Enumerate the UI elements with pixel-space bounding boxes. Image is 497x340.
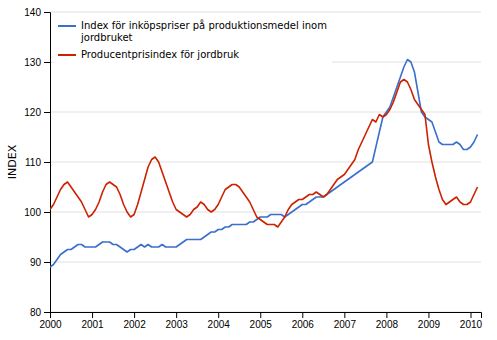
- x-axis-tick-label: 2007: [334, 319, 357, 330]
- y-axis-tick: 130: [24, 57, 50, 68]
- x-axis-tick: 2007: [334, 312, 357, 330]
- x-axis-tick-mark: [134, 312, 135, 318]
- series-line: [50, 80, 478, 228]
- series-line: [50, 60, 478, 268]
- x-axis-tick: 2010: [460, 312, 483, 330]
- x-axis-tick-mark: [176, 312, 177, 318]
- x-axis-tick-label: 2002: [123, 319, 146, 330]
- y-axis-tick: 80: [30, 307, 50, 318]
- x-axis-tick-mark: [344, 312, 345, 318]
- legend-swatch: [58, 54, 76, 56]
- x-axis-tick-mark: [92, 312, 93, 318]
- x-axis-tick-mark: [218, 312, 219, 318]
- x-axis-tick-label: 2000: [39, 319, 62, 330]
- legend-entry: Index för inköpspriser på produktionsmed…: [58, 19, 327, 43]
- y-axis-tick-label: 130: [24, 57, 41, 68]
- y-axis-tick-label: 120: [24, 107, 41, 118]
- y-axis-tick-mark: [44, 62, 50, 63]
- y-axis-tick-mark: [44, 262, 50, 263]
- plot-area: [50, 60, 478, 268]
- x-axis-tick: 2003: [166, 312, 189, 330]
- grid-line-y: [50, 262, 481, 263]
- x-axis-tick-label: 2010: [460, 319, 483, 330]
- legend-background: [54, 16, 332, 65]
- y-axis-tick-mark: [44, 112, 50, 113]
- x-axis-tick: 2009: [418, 312, 441, 330]
- y-axis-tick-mark: [44, 312, 50, 313]
- grid-line-y: [50, 212, 481, 213]
- legend-label: Producentprisindex för jordbruk: [81, 49, 239, 60]
- legend: Index för inköpspriser på produktionsmed…: [54, 16, 332, 65]
- x-axis-tick-label: 2009: [418, 319, 441, 330]
- legend-entry: Producentprisindex för jordbruk: [58, 49, 239, 60]
- x-axis-line: [51, 313, 482, 319]
- y-axis-tick-mark: [44, 12, 50, 13]
- x-axis-tick: 2002: [123, 312, 146, 330]
- y-axis-tick-label: 80: [30, 307, 42, 318]
- x-axis-tick: 2000: [39, 312, 62, 330]
- x-axis-tick: 2006: [292, 312, 315, 330]
- y-axis-tick-label: 110: [25, 157, 41, 168]
- x-axis-tick-label: 2001: [81, 319, 104, 330]
- x-axis-tick-mark: [386, 312, 387, 318]
- y-axis-title: INDEX: [6, 144, 19, 179]
- x-axis-tick: 2008: [376, 312, 399, 330]
- x-axis: 2000 2001 2002 2003 2004 2005 2006 2007 2008 2009…: [39, 312, 482, 330]
- grid-line-y: [50, 162, 481, 163]
- x-axis-tick: 2005: [250, 312, 273, 330]
- y-axis-tick: 140: [24, 7, 50, 18]
- legend-swatch: [58, 25, 76, 27]
- x-axis-tick: 2001: [81, 312, 104, 330]
- y-axis-tick: 90: [30, 257, 50, 268]
- y-axis-tick: 110: [25, 157, 50, 168]
- x-axis-tick-label: 2006: [292, 319, 315, 330]
- x-axis-tick-label: 2008: [376, 319, 399, 330]
- grid-line-y: [50, 12, 481, 13]
- grid: [50, 12, 481, 312]
- x-axis-tick-label: 2004: [208, 319, 231, 330]
- x-axis-tick-mark: [428, 312, 429, 318]
- y-axis-line: [44, 13, 51, 313]
- y-axis-tick-mark: [44, 162, 50, 163]
- chart: 2000 2001 2002 2003 2004 2005 2006 2007 2008 2009…: [0, 0, 497, 340]
- x-axis-tick-mark: [302, 312, 303, 318]
- legend-label: Index för inköpspriser på produktionsmed…: [80, 19, 327, 43]
- y-axis-tick-mark: [44, 212, 50, 213]
- y-axis: 80 90 100 110 120 130 140: [24, 7, 50, 318]
- x-axis-tick-mark: [470, 312, 471, 318]
- y-axis-tick-label: 100: [24, 207, 41, 218]
- x-axis-tick-label: 2003: [166, 319, 189, 330]
- y-axis-tick: 100: [24, 207, 50, 218]
- x-axis-tick-label: 2005: [250, 319, 273, 330]
- x-axis-tick-mark: [260, 312, 261, 318]
- y-axis-tick: 120: [24, 107, 50, 118]
- y-axis-tick-label: 140: [24, 7, 41, 18]
- grid-line-y: [50, 112, 481, 113]
- y-axis-tick-label: 90: [30, 257, 42, 268]
- x-axis-tick: 2004: [208, 312, 231, 330]
